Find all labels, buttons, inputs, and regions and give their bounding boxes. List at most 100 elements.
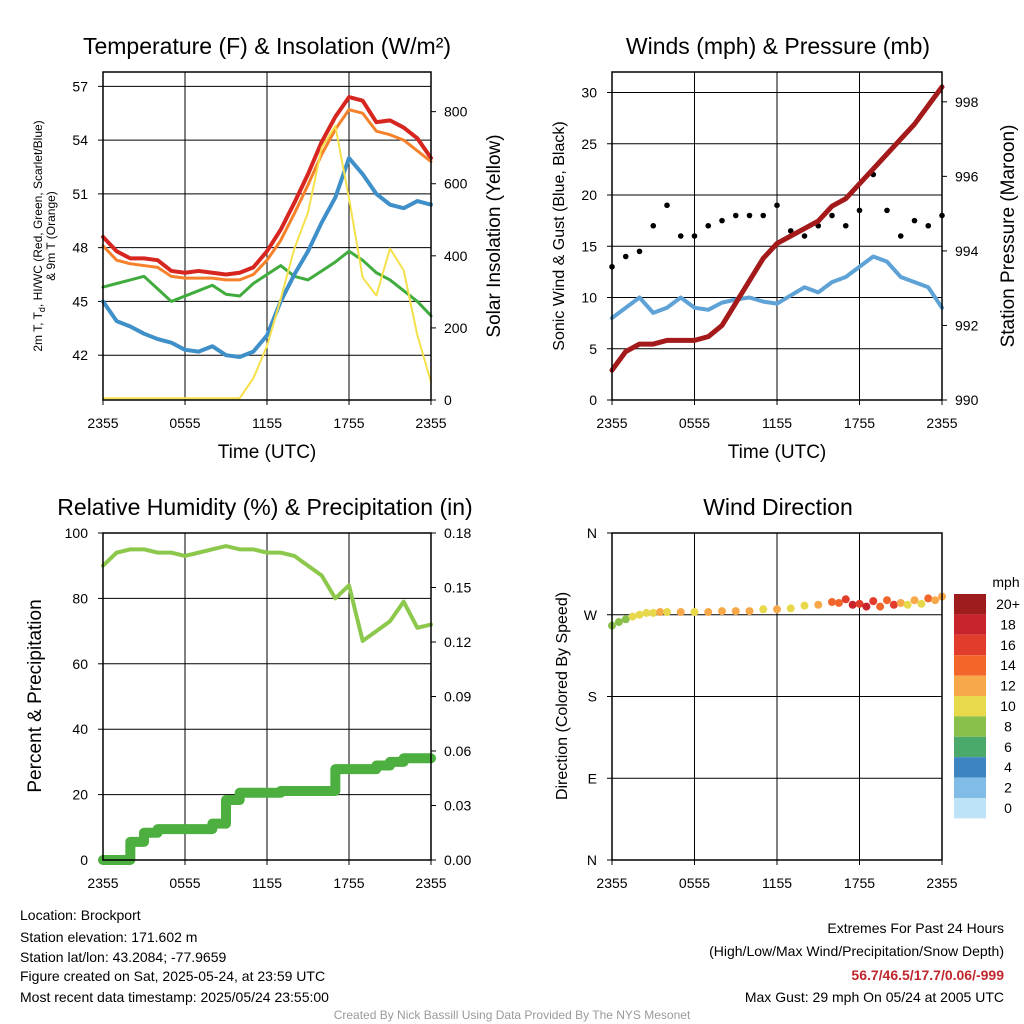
- direction-point: [828, 598, 836, 607]
- gust-point: [911, 217, 918, 224]
- colorbar-label: 20+: [996, 596, 1020, 612]
- gust-point: [650, 222, 657, 229]
- footer-created: Figure created on Sat, 2025-05-24, at 23…: [20, 968, 326, 984]
- direction-point: [621, 615, 630, 624]
- gust-point: [636, 248, 643, 255]
- x-tick-label: 2355: [415, 875, 446, 891]
- x-tick-label: 2355: [87, 415, 118, 431]
- direction-point: [773, 605, 781, 614]
- direction-point: [862, 602, 871, 611]
- y2-axis-label: Solar Insolation (Yellow): [484, 134, 505, 337]
- credit-line: Created By Nick Bassill Using Data Provi…: [333, 1008, 691, 1022]
- y-axis-label: Percent & Precipitation: [25, 599, 46, 792]
- colorbar-swatch: [954, 777, 986, 798]
- direction-point: [924, 594, 933, 603]
- direction-point: [745, 607, 754, 616]
- direction-point: [656, 608, 665, 617]
- gust-point: [842, 222, 849, 229]
- y-tick-label: 42: [72, 347, 88, 363]
- wind-direction-chart: 2355 0555 1155 1755 2355 Wind Direction N E S W N D…: [554, 494, 1020, 891]
- colorbar-title: mph: [992, 574, 1019, 590]
- y2-tick-label: 996: [955, 168, 979, 184]
- extremes-subtitle: (High/Low/Max Wind/Precipitation/Snow De…: [709, 943, 1004, 959]
- y-tick-label: 15: [581, 238, 597, 254]
- y2-tick-label: 200: [444, 320, 468, 336]
- y-tick-label: N: [587, 525, 597, 541]
- gust-point: [691, 233, 698, 239]
- colorbar-label: 6: [1004, 739, 1012, 755]
- x-axis-label: Time (UTC): [218, 442, 317, 463]
- x-tick-label: 2355: [87, 875, 118, 891]
- colorbar-label: 16: [1000, 637, 1016, 653]
- plot-frame: [611, 71, 943, 401]
- gust-point: [705, 222, 712, 229]
- colorbar-label: 2: [1004, 780, 1012, 796]
- y2-tick-label: 0.00: [444, 852, 471, 868]
- plot-frame: [102, 71, 432, 401]
- colorbar-swatch: [954, 614, 986, 635]
- colorbar-swatch: [954, 675, 986, 696]
- gust-point: [787, 228, 794, 234]
- gust-point: [829, 212, 835, 219]
- x-tick-label: 1155: [762, 415, 792, 431]
- y2-tick-label: 400: [444, 248, 468, 264]
- y-tick-label: 54: [72, 132, 88, 148]
- gust-point: [677, 233, 684, 239]
- footer-elevation: Station elevation: 171.602 m: [20, 929, 198, 945]
- direction-point: [834, 598, 843, 607]
- x-tick-label: 1155: [252, 875, 282, 891]
- y2-tick-label: 994: [955, 243, 979, 259]
- colorbar-label: 14: [1000, 657, 1016, 673]
- plot-frame: [611, 532, 943, 861]
- footer-location: Location: Brockport: [20, 907, 141, 923]
- direction-point: [676, 608, 685, 617]
- y-tick-label: 100: [65, 525, 89, 541]
- direction-point: [690, 608, 699, 617]
- footer-latlon: Station lat/lon: 43.2084; -77.9659: [20, 949, 227, 965]
- x-tick-label: 1155: [762, 875, 792, 891]
- x-tick-label: 1755: [844, 875, 875, 891]
- series-windchill: [101, 249, 433, 318]
- winds-pressure-chart: 2355 0555 1155 1755 2355 Winds (mph) & Pressu…: [551, 33, 1019, 463]
- gust-point: [774, 202, 780, 209]
- y2-tick-label: 0.09: [444, 689, 471, 705]
- series-dew: [101, 156, 433, 359]
- series-insolation: [102, 125, 432, 400]
- series-wetbulb: [101, 108, 433, 282]
- gust-point: [746, 212, 753, 219]
- colorbar-swatch: [954, 716, 986, 737]
- direction-point: [814, 600, 823, 609]
- y2-tick-label: 0.12: [444, 634, 471, 650]
- direction-point: [718, 607, 726, 616]
- y2-tick-label: 0.15: [444, 580, 471, 596]
- y-tick-label: 80: [72, 590, 88, 606]
- direction-point: [848, 600, 857, 609]
- gust-point: [856, 207, 863, 214]
- colorbar-label: 18: [1000, 616, 1016, 632]
- y2-tick-label: 600: [444, 176, 468, 192]
- y-tick-label: E: [588, 770, 597, 786]
- plot-frame: [102, 532, 432, 861]
- x-tick-label: 1755: [844, 415, 875, 431]
- gust-point: [897, 233, 904, 239]
- max-gust: Max Gust: 29 mph On 05/24 at 2005 UTC: [744, 989, 1004, 1005]
- x-tick-label: 0555: [169, 875, 200, 891]
- colorbar-label: 10: [1000, 698, 1016, 714]
- gust-point: [760, 212, 767, 219]
- series-precip: [98, 753, 436, 865]
- colorbar-label: 12: [1000, 678, 1016, 694]
- y2-tick-label: 992: [955, 317, 979, 333]
- y-tick-label: 60: [72, 656, 88, 672]
- y2-tick-label: 990: [955, 392, 979, 408]
- y-tick-label: 20: [72, 787, 88, 803]
- y-tick-label: 25: [581, 136, 597, 152]
- direction-point: [786, 604, 795, 613]
- direction-point: [731, 607, 740, 616]
- colorbar-swatch: [954, 798, 986, 819]
- x-tick-label: 2355: [926, 415, 957, 431]
- y-tick-label: 51: [72, 186, 88, 202]
- gust-point: [622, 253, 629, 260]
- colorbar-swatch: [954, 736, 986, 758]
- footer-recent: Most recent data timestamp: 2025/05/24 2…: [20, 989, 329, 1005]
